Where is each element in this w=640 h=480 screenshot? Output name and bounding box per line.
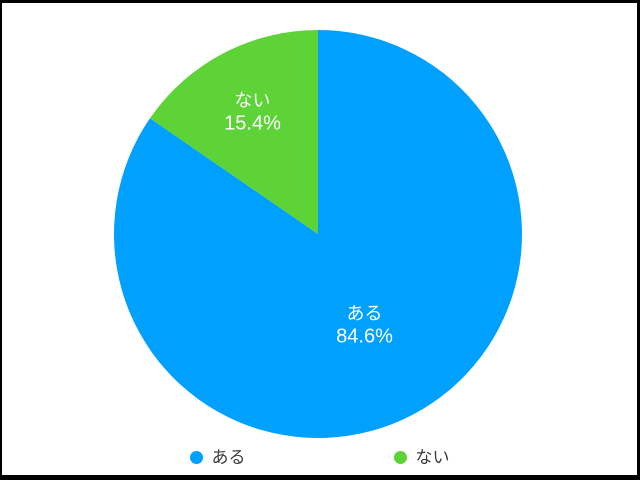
legend-swatch-icon — [189, 451, 203, 464]
slice-label-0: ある 84.6% — [336, 304, 393, 348]
pie-slice-0 — [114, 30, 523, 438]
pie-slice-1 — [150, 30, 318, 234]
chart-canvas: ある 84.6% ない 15.4% ある ない — [2, 3, 637, 475]
legend-swatch-icon — [393, 451, 407, 464]
legend-label-0: ある — [211, 448, 246, 467]
pie-chart: ある 84.6% ない 15.4% — [114, 30, 523, 438]
legend-label-1: ない — [415, 448, 450, 467]
legend: ある ない — [2, 449, 637, 466]
legend-item-1: ない — [393, 448, 450, 467]
slice-label-1: ない 15.4% — [224, 90, 281, 134]
legend-item-0: ある — [189, 448, 246, 467]
